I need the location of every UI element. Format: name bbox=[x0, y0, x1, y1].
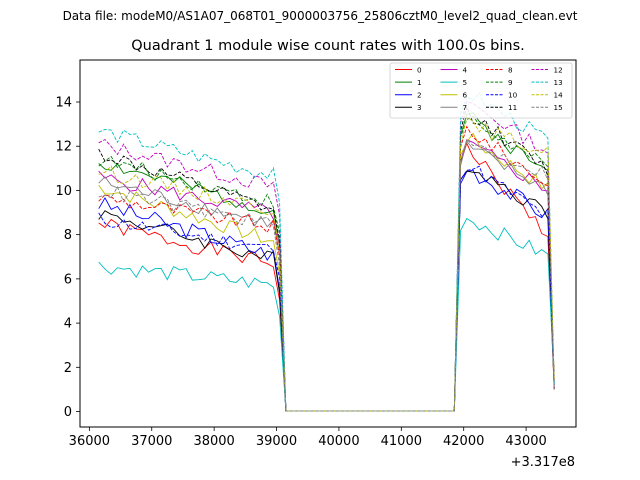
x-tick-label: 37000 bbox=[131, 434, 172, 449]
legend-label-5: 5 bbox=[463, 78, 468, 87]
y-tick-label: 4 bbox=[64, 317, 72, 332]
x-tick-label: 42000 bbox=[443, 434, 484, 449]
legend-label-6: 6 bbox=[463, 91, 468, 100]
x-tick-label: 38000 bbox=[193, 434, 234, 449]
legend-label-13: 13 bbox=[554, 78, 563, 87]
x-tick-label: 40000 bbox=[318, 434, 359, 449]
y-tick-label: 6 bbox=[64, 272, 72, 287]
legend-label-15: 15 bbox=[554, 103, 563, 112]
y-tick-label: 2 bbox=[64, 361, 72, 376]
x-offset-label: +3.317e8 bbox=[511, 455, 575, 470]
y-tick-label: 0 bbox=[64, 405, 72, 420]
legend-box bbox=[389, 62, 573, 119]
y-tick-label: 12 bbox=[55, 140, 72, 155]
y-tick-label: 10 bbox=[55, 184, 72, 199]
legend-label-9: 9 bbox=[508, 78, 513, 87]
series-line-15 bbox=[98, 138, 555, 412]
legend-label-14: 14 bbox=[554, 91, 564, 100]
legend-label-1: 1 bbox=[417, 78, 422, 87]
plot-area: 36000 37000 38000 39000 40000 41000 42000 43000… bbox=[55, 59, 577, 449]
legend-label-2: 2 bbox=[417, 91, 422, 100]
legend-label-12: 12 bbox=[554, 65, 563, 74]
legend-label-4: 4 bbox=[463, 65, 468, 74]
legend-label-0: 0 bbox=[417, 65, 422, 74]
x-tick-label: 39000 bbox=[256, 434, 297, 449]
legend-label-10: 10 bbox=[508, 91, 518, 100]
legend-label-3: 3 bbox=[417, 103, 422, 112]
y-tick-label: 8 bbox=[64, 228, 72, 243]
y-tick-label: 14 bbox=[55, 96, 72, 111]
figure-suptitle: Data file: modeM0/AS1A07_068T01_90000037… bbox=[63, 9, 578, 23]
legend-label-11: 11 bbox=[508, 103, 517, 112]
x-tick-label: 41000 bbox=[381, 434, 422, 449]
x-tick-label: 43000 bbox=[505, 434, 546, 449]
legend-label-8: 8 bbox=[508, 65, 513, 74]
chart-title: Quadrant 1 module wise count rates with … bbox=[131, 38, 525, 54]
axes-frame bbox=[79, 59, 577, 428]
legend-label-7: 7 bbox=[463, 103, 468, 112]
x-tick-label: 36000 bbox=[69, 434, 110, 449]
